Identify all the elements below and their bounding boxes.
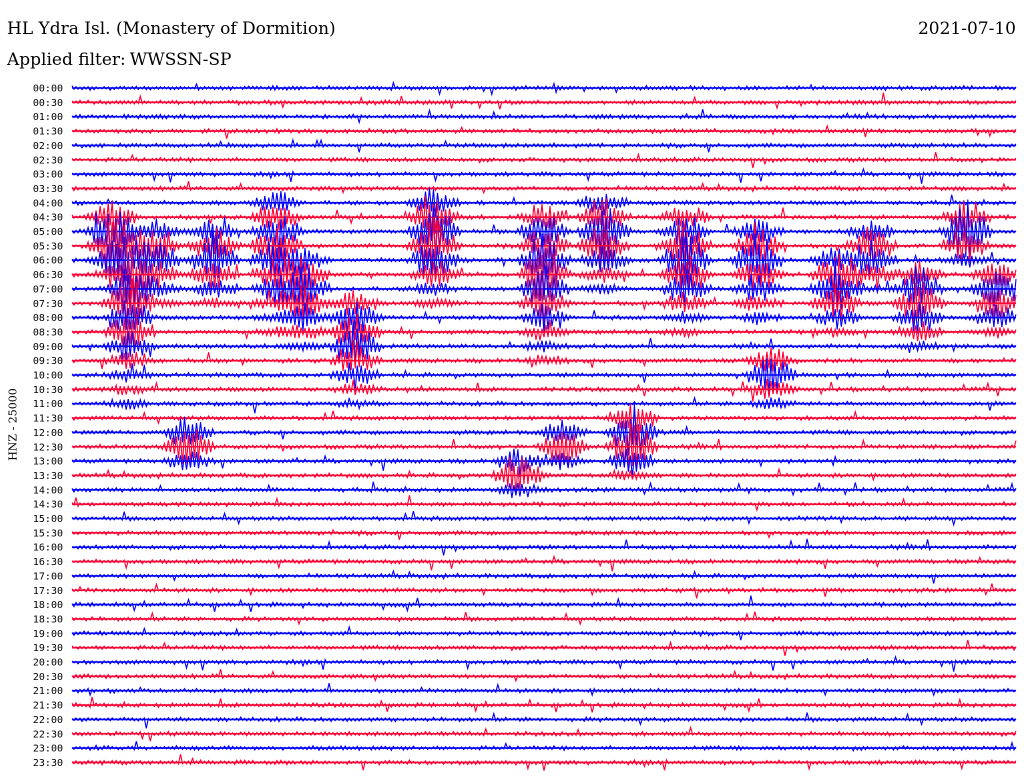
tick-label: 17:30: [33, 586, 63, 597]
tick-label: 01:30: [33, 127, 63, 138]
trace-line: [71, 108, 1017, 125]
trace-line: [71, 378, 1017, 402]
tick-label: 09:30: [33, 356, 63, 367]
tick-label: 08:30: [33, 327, 63, 338]
tick-label: 12:00: [33, 428, 63, 439]
filter-value: WWSSN-SP: [129, 50, 232, 70]
record-date: 2021-07-10: [917, 19, 1016, 39]
tick-label: 16:00: [33, 543, 63, 554]
tick-label: 03:00: [33, 170, 63, 181]
tick-label: 11:30: [33, 414, 63, 425]
trace-line: [71, 740, 1017, 753]
trace-line: [71, 554, 1017, 572]
tick-label: 23:00: [33, 744, 63, 755]
tick-label: 04:00: [33, 198, 63, 209]
trace-line: [71, 682, 1017, 698]
tick-label: 15:00: [33, 514, 63, 525]
trace-line: [71, 124, 1017, 139]
trace-line: [71, 495, 1017, 513]
tick-label: 22:30: [33, 729, 63, 740]
tick-label: 02:30: [33, 155, 63, 166]
tick-label: 00:30: [33, 98, 63, 109]
tick-label: 14:00: [33, 485, 63, 496]
trace-line: [71, 610, 1017, 627]
tick-label: 21:00: [33, 686, 63, 697]
tick-label: 07:30: [33, 299, 63, 310]
tick-label: 19:00: [33, 629, 63, 640]
trace-line: [71, 569, 1017, 584]
tick-label: 11:00: [33, 399, 63, 410]
trace-line: [71, 595, 1017, 613]
tick-label: 15:30: [33, 528, 63, 539]
seismogram-traces: [71, 80, 1017, 772]
trace-line: [71, 654, 1017, 672]
tick-label: 07:00: [33, 284, 63, 295]
tick-label: 12:30: [33, 442, 63, 453]
tick-label: 18:30: [33, 614, 63, 625]
tick-label: 17:00: [33, 571, 63, 582]
tick-label: 00:00: [33, 84, 63, 95]
tick-label: 13:00: [33, 457, 63, 468]
tick-label: 19:30: [33, 643, 63, 654]
tick-label: 10:00: [33, 371, 63, 382]
tick-label: 06:30: [33, 270, 63, 281]
tick-label: 04:30: [33, 213, 63, 224]
tick-label: 13:30: [33, 471, 63, 482]
filter-line: Applied filter: WWSSN-SP: [7, 50, 231, 70]
filter-label: Applied filter:: [7, 50, 126, 70]
tick-label: 01:00: [33, 112, 63, 123]
tick-label: 18:00: [33, 600, 63, 611]
tick-label: 14:30: [33, 500, 63, 511]
tick-label: 06:00: [33, 256, 63, 267]
tick-label: 20:00: [33, 658, 63, 669]
tick-label: 08:00: [33, 313, 63, 324]
tick-label: 05:30: [33, 241, 63, 252]
trace-line: [71, 181, 1017, 195]
tick-label: 21:30: [33, 701, 63, 712]
tick-label: 20:30: [33, 672, 63, 683]
trace-line: [71, 528, 1017, 540]
time-tick-labels: 00:00 00:30 01:00 01:30 02:00 02:30 03:00 03:30…: [33, 84, 63, 769]
tick-label: 02:00: [33, 141, 63, 152]
tick-label: 16:30: [33, 557, 63, 568]
trace-line: [71, 92, 1017, 111]
station-title: HL Ydra Isl. (Monastery of Dormition): [7, 19, 336, 39]
trace-line: [71, 216, 1017, 275]
trace-line: [71, 230, 1017, 286]
tick-label: 23:30: [33, 758, 63, 769]
trace-line: [71, 339, 1017, 372]
trace-line: [71, 711, 1017, 729]
tick-label: 05:00: [33, 227, 63, 238]
trace-line: [71, 167, 1017, 184]
tick-label: 22:00: [33, 715, 63, 726]
trace-line: [71, 669, 1017, 683]
trace-line: [71, 395, 1017, 414]
trace-line: [71, 404, 1017, 456]
tick-label: 10:30: [33, 385, 63, 396]
tick-label: 09:00: [33, 342, 63, 353]
trace-line: [71, 260, 1017, 315]
trace-line: [71, 448, 1017, 478]
tick-label: 03:30: [33, 184, 63, 195]
